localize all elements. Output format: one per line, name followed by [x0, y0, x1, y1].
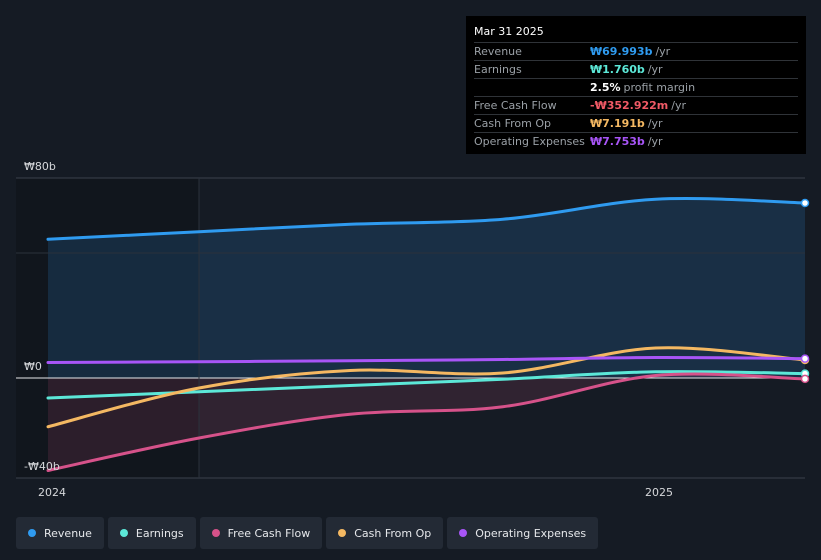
- tooltip-row: Operating Expenses ₩7.753b/yr: [474, 133, 798, 150]
- x-label-2025: 2025: [645, 486, 673, 499]
- tooltip-row: Earnings ₩1.760b/yr: [474, 61, 798, 79]
- legend-dot-icon: [211, 529, 220, 537]
- legend-label: Operating Expenses: [475, 526, 587, 540]
- tooltip-row: 2.5% profit margin: [474, 79, 798, 97]
- legend-dot-icon: [28, 529, 36, 537]
- y-label-top: ₩80b: [24, 160, 56, 173]
- legend-item[interactable]: Cash From Op: [326, 517, 444, 549]
- tooltip-row-value: 2.5%: [590, 81, 621, 94]
- tooltip-row-value: ₩69.993b: [590, 45, 653, 58]
- tooltip-row: Free Cash Flow -₩352.922m/yr: [474, 97, 798, 115]
- legend-dot-icon: [338, 529, 347, 537]
- tooltip-row-value: -₩352.922m: [590, 99, 669, 112]
- tooltip-row-label: Earnings: [474, 63, 522, 76]
- tooltip-row-value: ₩7.191b: [590, 117, 645, 130]
- series-line-revenue: [46, 197, 807, 241]
- tooltip-row: Revenue ₩69.993b/yr: [474, 43, 798, 61]
- legend-item[interactable]: Free Cash Flow: [199, 517, 323, 549]
- legend-item[interactable]: Earnings: [107, 517, 196, 549]
- tooltip-row-value: ₩1.760b: [590, 63, 645, 76]
- tooltip-row-label: Free Cash Flow: [474, 99, 557, 112]
- legend-dot-icon: [119, 529, 128, 537]
- tooltip-row-label: [474, 79, 590, 96]
- tooltip-row-label: Cash From Op: [474, 117, 552, 130]
- tooltip-row-suffix: /yr: [647, 63, 663, 76]
- series-line-free-cash-flow: [46, 372, 807, 472]
- series-marker-operating-expenses: [800, 354, 810, 363]
- series-line-cash-from-op: [46, 346, 807, 429]
- data-tooltip: Mar 31 2025 Revenue ₩69.993b/yr Earnings ₩1…: [466, 16, 806, 154]
- series-line-operating-expenses: [46, 355, 807, 364]
- tooltip-row-suffix: /yr: [655, 45, 671, 58]
- tooltip-date: Mar 31 2025: [474, 23, 798, 43]
- past-shade: [16, 178, 199, 478]
- legend-label: Cash From Op: [354, 526, 432, 540]
- series-area-revenue: [48, 198, 805, 378]
- legend-label: Revenue: [44, 526, 92, 540]
- tooltip-row-suffix: /yr: [647, 135, 663, 148]
- series-area-free-cash-flow: [48, 373, 805, 471]
- y-label-bottom: -₩40b: [24, 460, 60, 473]
- legend-label: Free Cash Flow: [227, 526, 311, 540]
- tooltip-row-label: Revenue: [474, 45, 522, 58]
- legend: Revenue Earnings Free Cash Flow Cash From O…: [16, 517, 599, 549]
- tooltip-row: Cash From Op ₩7.191b/yr: [474, 115, 798, 133]
- series-marker-revenue: [800, 198, 810, 208]
- legend-dot-icon: [459, 529, 468, 537]
- tooltip-row-value: ₩7.753b: [590, 135, 645, 148]
- legend-item[interactable]: Operating Expenses: [447, 517, 599, 549]
- series-marker-free-cash-flow: [800, 374, 810, 384]
- legend-label: Earnings: [135, 526, 184, 540]
- x-label-2024: 2024: [38, 486, 66, 499]
- tooltip-row-suffix: /yr: [671, 99, 687, 112]
- tooltip-row-suffix: profit margin: [623, 81, 696, 94]
- tooltip-row-label: Operating Expenses: [474, 135, 585, 148]
- y-label-zero: ₩0: [24, 360, 42, 373]
- legend-item[interactable]: Revenue: [16, 517, 104, 549]
- tooltip-row-suffix: /yr: [647, 117, 663, 130]
